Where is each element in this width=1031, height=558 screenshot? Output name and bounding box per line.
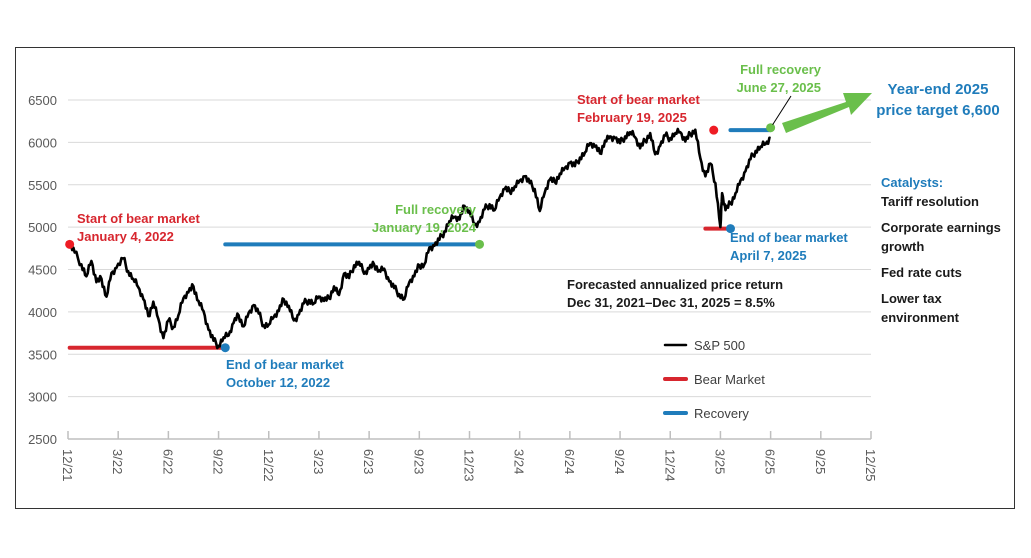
x-tick-label: 3/24	[512, 449, 527, 474]
event-label: Start of bear market	[77, 211, 200, 226]
forecast-arrow-icon	[782, 93, 872, 133]
event-label: Start of bear market	[577, 92, 700, 107]
catalysts-title: Catalysts:	[881, 175, 943, 190]
y-tick-label: 2500	[28, 432, 57, 447]
chart-frame: 2500 3000 3500 4000 4500 5000 5500 6000 6500 12/2…	[15, 47, 1015, 509]
x-tick-label: 12/22	[261, 449, 276, 482]
catalyst-item: environment	[881, 310, 960, 325]
event-label: January 19, 2024	[372, 220, 477, 235]
price-target-label: Year-end 2025	[888, 81, 989, 98]
y-tick-label: 5500	[28, 178, 57, 193]
catalyst-item: Lower tax	[881, 291, 942, 306]
x-tick-label: 9/22	[211, 449, 226, 474]
event-label: June 27, 2025	[736, 80, 821, 95]
y-tick-label: 3500	[28, 347, 57, 362]
sp500-chart: 2500 3000 3500 4000 4500 5000 5500 6000 6500 12/2…	[28, 62, 1001, 482]
event-label: Full recovery	[395, 202, 477, 217]
event-label: October 12, 2022	[226, 375, 330, 390]
x-tick-label: 9/24	[612, 449, 627, 474]
event-label: February 19, 2025	[577, 110, 687, 125]
x-tick-label: 12/25	[863, 449, 878, 482]
event-marker	[709, 125, 719, 135]
event-label: Full recovery	[740, 62, 822, 77]
x-tick-label: 9/25	[813, 449, 828, 474]
x-tick-label: 6/24	[562, 449, 577, 474]
legend-label: Bear Market	[694, 372, 765, 387]
x-tick-label: 3/23	[311, 449, 326, 474]
y-tick-label: 6500	[28, 93, 57, 108]
price-target-label: price target 6,600	[876, 102, 999, 119]
sp500-line	[69, 127, 771, 350]
forecast-return-label: Dec 31, 2021–Dec 31, 2025 = 8.5%	[567, 295, 775, 310]
forecast-return-label: Forecasted annualized price return	[567, 277, 783, 292]
legend-label: S&P 500	[694, 338, 745, 353]
y-tick-label: 6000	[28, 135, 57, 150]
event-label: End of bear market	[226, 357, 344, 372]
y-tick-label: 3000	[28, 390, 57, 405]
catalyst-item: Fed rate cuts	[881, 265, 962, 280]
legend-label: Recovery	[694, 406, 749, 421]
x-tick-label: 12/24	[662, 449, 677, 482]
catalyst-item: growth	[881, 239, 924, 254]
event-label: End of bear market	[730, 230, 848, 245]
leader-line	[772, 95, 792, 125]
x-tick-label: 6/22	[160, 449, 175, 474]
x-tick-label: 3/22	[110, 449, 125, 474]
x-tick-label: 12/23	[462, 449, 477, 482]
catalyst-item: Corporate earnings	[881, 220, 1001, 235]
event-marker	[220, 343, 230, 353]
y-tick-label: 4500	[28, 263, 57, 278]
x-tick-label: 9/23	[411, 449, 426, 474]
y-tick-label: 5000	[28, 220, 57, 235]
event-marker	[475, 239, 485, 249]
event-marker	[65, 239, 75, 249]
x-tick-label: 6/25	[763, 449, 778, 474]
event-marker	[725, 224, 735, 234]
event-label: April 7, 2025	[730, 248, 807, 263]
event-label: January 4, 2022	[77, 229, 174, 244]
x-tick-label: 3/25	[712, 449, 727, 474]
event-marker	[766, 123, 776, 133]
y-tick-label: 4000	[28, 305, 57, 320]
x-tick-label: 6/23	[361, 449, 376, 474]
catalyst-item: Tariff resolution	[881, 194, 979, 209]
x-tick-label: 12/21	[60, 449, 75, 482]
